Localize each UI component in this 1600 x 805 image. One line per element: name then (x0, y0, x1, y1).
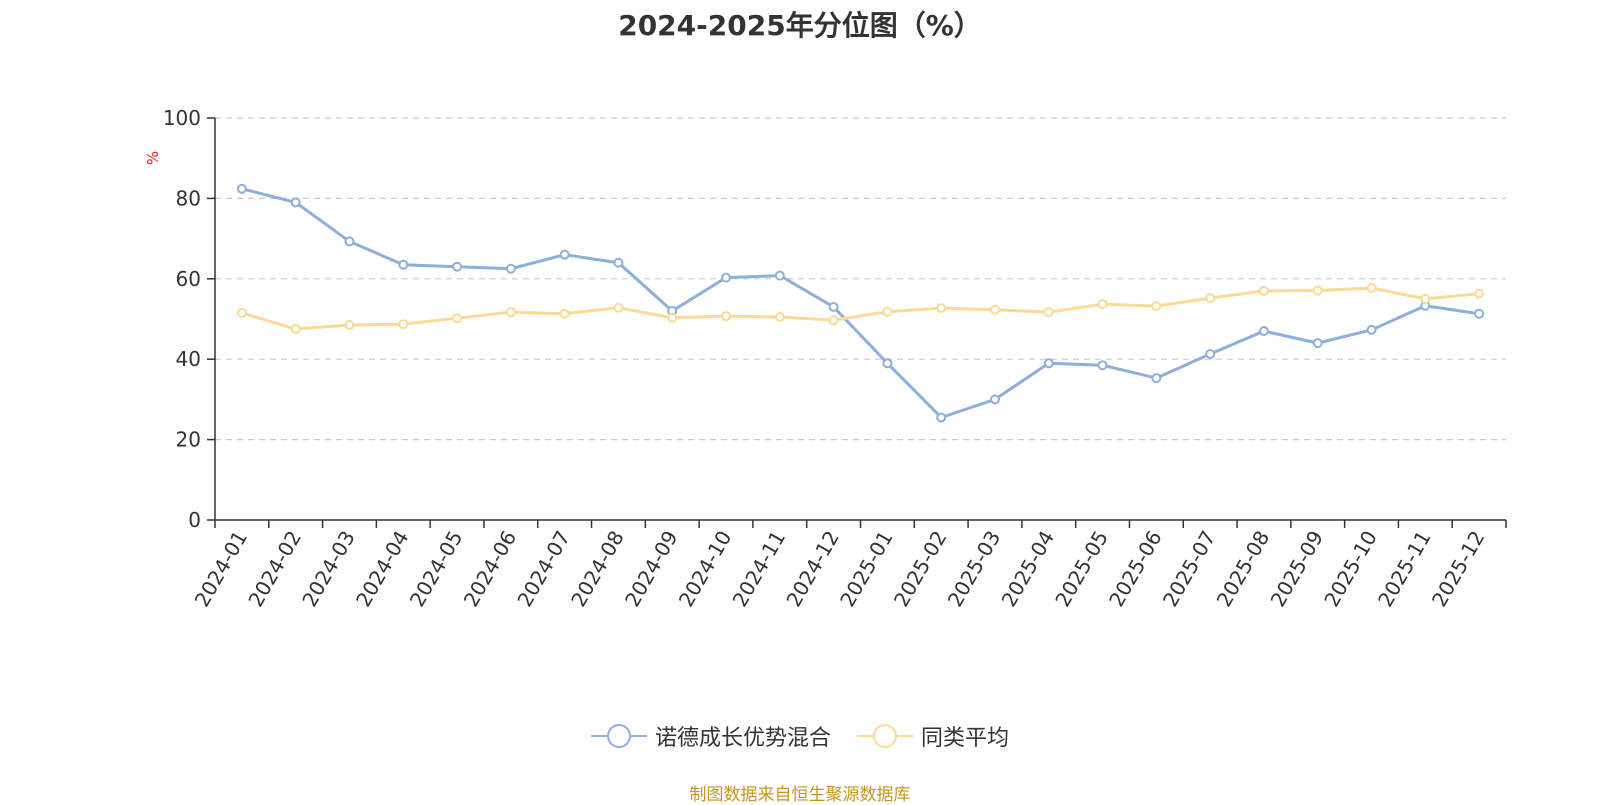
y-tick-label: 20 (176, 428, 201, 452)
data-point-series-1[interactable] (828, 301, 839, 312)
data-point-series-2[interactable] (344, 320, 355, 331)
data-point-series-1[interactable] (774, 270, 785, 281)
data-point-series-2[interactable] (505, 307, 516, 318)
y-tick-label: 80 (176, 186, 201, 210)
legend-label-series-2: 同类平均 (921, 726, 1010, 751)
data-point-series-2[interactable] (452, 313, 463, 324)
data-point-series-2[interactable] (989, 304, 1000, 315)
data-point-series-2[interactable] (398, 319, 409, 330)
data-point-series-2[interactable] (1205, 293, 1216, 304)
data-point-series-2[interactable] (290, 324, 301, 335)
data-point-series-2[interactable] (1258, 285, 1269, 296)
legend-marker-series-2 (857, 724, 913, 748)
series-line-1 (241, 187, 1480, 419)
data-point-series-1[interactable] (1474, 308, 1485, 319)
data-point-series-2[interactable] (236, 307, 247, 318)
data-point-series-2[interactable] (559, 308, 570, 319)
grid-lines (215, 117, 1506, 441)
data-point-series-2[interactable] (774, 311, 785, 322)
legend-marker-series-1 (590, 724, 647, 748)
y-axis-label: % (144, 151, 162, 165)
x-tick-label: 2025-12 (1427, 527, 1490, 611)
y-tick-label: 40 (176, 347, 201, 371)
data-point-series-1[interactable] (936, 412, 947, 423)
data-point-series-2[interactable] (721, 311, 732, 322)
data-point-series-1[interactable] (1097, 360, 1108, 371)
data-point-series-1[interactable] (1258, 326, 1269, 337)
data-point-series-2[interactable] (1312, 285, 1323, 296)
data-point-series-2[interactable] (1366, 283, 1377, 294)
data-point-series-1[interactable] (613, 257, 624, 268)
y-tick-label: 60 (176, 267, 201, 291)
data-point-series-1[interactable] (1151, 373, 1162, 384)
y-tick-label: 0 (188, 508, 201, 532)
data-point-series-2[interactable] (613, 302, 624, 313)
data-point-series-2[interactable] (1474, 288, 1485, 299)
series-lines (236, 183, 1485, 423)
axes: 020406080100%2024-012024-022024-032024-0… (144, 106, 1507, 611)
data-point-series-2[interactable] (1043, 307, 1054, 318)
data-point-series-2[interactable] (667, 312, 678, 323)
data-point-series-1[interactable] (721, 272, 732, 283)
legend-item-series-2[interactable]: 同类平均 (857, 720, 1009, 752)
data-point-series-1[interactable] (290, 197, 301, 208)
data-point-series-2[interactable] (1151, 301, 1162, 312)
chart-title: 2024-2025年分位图（%） (618, 9, 982, 42)
data-point-series-2[interactable] (936, 303, 947, 314)
legend: 诺德成长优势混合 同类平均 (0, 720, 1600, 752)
data-point-series-1[interactable] (1043, 358, 1054, 369)
data-point-series-2[interactable] (1420, 293, 1431, 304)
data-point-series-1[interactable] (236, 183, 247, 194)
data-point-series-1[interactable] (1312, 338, 1323, 349)
source-note: 制图数据来自恒生聚源数据库 (689, 785, 911, 805)
data-point-series-2[interactable] (828, 315, 839, 326)
legend-label-series-1: 诺德成长优势混合 (654, 726, 831, 751)
series-line-2 (241, 286, 1480, 331)
data-point-series-1[interactable] (344, 236, 355, 247)
data-point-series-1[interactable] (398, 259, 409, 270)
data-point-series-1[interactable] (505, 263, 516, 274)
data-point-series-1[interactable] (1205, 348, 1216, 359)
data-point-series-1[interactable] (1366, 324, 1377, 335)
data-point-series-1[interactable] (559, 249, 570, 260)
legend-item-series-1[interactable]: 诺德成长优势混合 (590, 720, 831, 752)
data-point-series-2[interactable] (1097, 299, 1108, 310)
data-point-series-2[interactable] (882, 306, 893, 317)
data-point-series-1[interactable] (989, 394, 1000, 405)
data-point-series-1[interactable] (882, 358, 893, 369)
data-point-series-1[interactable] (452, 261, 463, 272)
y-tick-label: 100 (163, 106, 201, 130)
line-chart: 020406080100%2024-012024-022024-032024-0… (144, 106, 1507, 611)
